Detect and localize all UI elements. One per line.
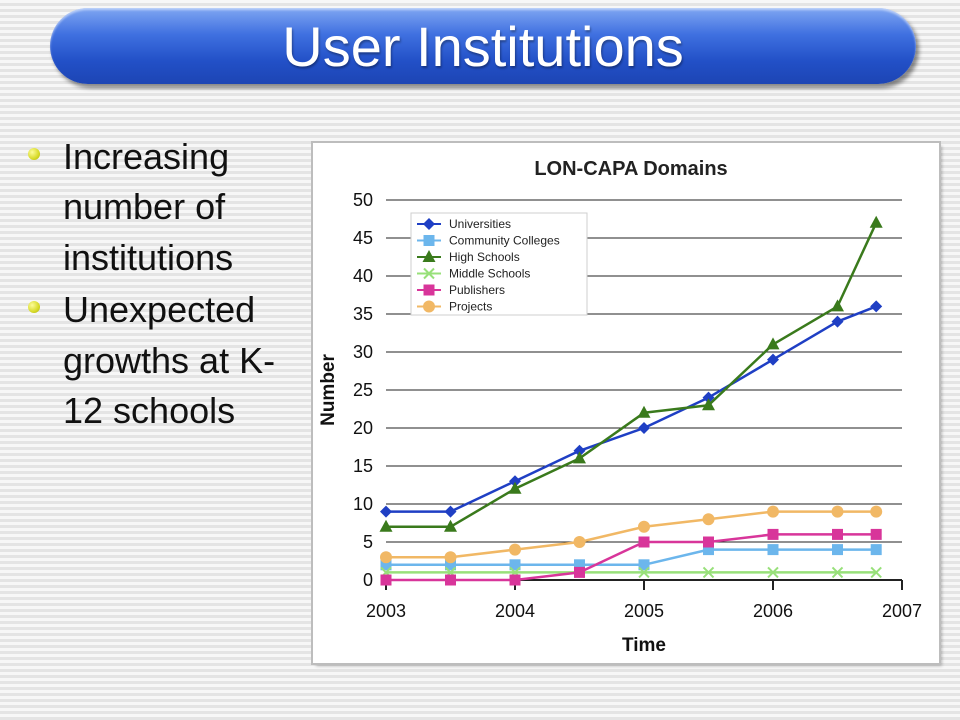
data-point-high-schools [831, 299, 844, 312]
y-tick-label: 5 [363, 532, 373, 552]
data-point-publishers [574, 566, 585, 578]
legend-label: High Schools [449, 250, 520, 264]
data-point-community-colleges [832, 544, 843, 556]
title-bar: User Institutions [50, 8, 916, 84]
bullet-item: Increasing number of institutions [28, 132, 308, 283]
data-point-high-schools [508, 481, 522, 494]
legend-label: Community Colleges [449, 234, 560, 248]
data-point-universities [638, 422, 650, 434]
legend-marker [423, 267, 435, 280]
y-tick-label: 0 [363, 570, 373, 590]
y-tick-label: 35 [353, 304, 373, 324]
bullet-list: Increasing number of institutions Unexpe… [28, 132, 308, 438]
data-point-publishers [380, 574, 392, 586]
data-point-projects [509, 543, 521, 556]
series-line-universities [386, 305, 877, 513]
data-point-high-schools [379, 519, 393, 532]
data-point-community-colleges [638, 559, 650, 571]
data-point-projects [831, 505, 844, 518]
data-point-community-colleges [380, 559, 392, 571]
data-point-publishers [703, 536, 714, 548]
data-point-high-schools [702, 398, 715, 411]
data-point-publishers [445, 574, 456, 586]
x-tick-label: 2003 [366, 601, 406, 621]
data-point-middle-schools [638, 566, 650, 579]
y-tick-label: 50 [353, 190, 373, 210]
legend-label: Publishers [449, 283, 505, 297]
data-point-publishers [638, 536, 650, 548]
data-point-high-schools [637, 405, 651, 418]
bullet-text: Unexpected growths at K-12 schools [63, 289, 276, 431]
legend-box [410, 212, 588, 316]
y-tick-label: 20 [353, 418, 373, 438]
legend-marker [423, 235, 435, 246]
data-point-universities [767, 353, 779, 366]
data-point-universities [831, 315, 844, 328]
legend-label: Projects [449, 300, 492, 314]
data-point-universities [702, 391, 715, 404]
legend-label: Middle Schools [449, 267, 530, 281]
data-point-projects [767, 505, 779, 518]
bullet-dot-icon [28, 301, 40, 314]
data-point-high-schools [869, 215, 883, 228]
y-tick-label: 45 [353, 228, 373, 248]
data-point-community-colleges [703, 544, 714, 556]
x-tick-label: 2004 [495, 601, 535, 621]
slide-title: User Institutions [282, 14, 684, 78]
data-point-high-schools [444, 519, 457, 532]
data-point-universities [380, 505, 392, 518]
x-axis-label: Time [622, 635, 666, 656]
data-point-universities [573, 444, 586, 457]
data-point-publishers [509, 574, 521, 586]
data-point-publishers [767, 528, 779, 540]
data-point-middle-schools [831, 566, 844, 579]
data-point-projects [573, 536, 586, 548]
data-point-community-colleges [574, 559, 585, 571]
bullet-item: Unexpected growths at K-12 schools [28, 285, 308, 436]
data-point-publishers [832, 528, 843, 540]
legend-marker [422, 250, 436, 262]
data-point-high-schools [573, 451, 586, 464]
y-axis-label: Number [318, 354, 339, 426]
x-tick-label: 2006 [753, 601, 793, 621]
data-point-projects [380, 551, 392, 564]
line-chart: LON-CAPA Domains 0 5 10 15 20 25 30 35 40 45 50 2003… [318, 158, 922, 656]
chart-panel: LON-CAPA Domains 0 5 10 15 20 25 30 35 40 45 50 2003… [313, 143, 939, 663]
y-tick-label: 40 [353, 266, 373, 286]
data-point-community-colleges [445, 559, 456, 571]
data-point-high-schools [766, 337, 780, 350]
chart-title: LON-CAPA Domains [534, 158, 727, 180]
x-tick-label: 2005 [624, 601, 664, 621]
legend-marker [423, 284, 435, 296]
data-point-universities [870, 300, 883, 313]
bullet-text: Increasing number of institutions [63, 136, 234, 278]
y-tick-label: 15 [353, 456, 373, 476]
data-point-projects [870, 505, 883, 518]
data-point-community-colleges [509, 559, 521, 571]
data-point-projects [444, 551, 457, 564]
y-tick-label: 25 [353, 380, 373, 400]
y-tick-label: 10 [353, 494, 373, 514]
bullet-dot-icon [28, 148, 40, 160]
legend-label: Universities [449, 217, 511, 231]
data-point-publishers [870, 528, 882, 540]
legend-marker [423, 218, 435, 230]
y-tick-label: 30 [353, 342, 373, 362]
data-point-middle-schools [767, 566, 779, 579]
data-point-middle-schools [870, 566, 882, 579]
data-point-universities [444, 505, 457, 518]
data-point-universities [509, 475, 521, 488]
data-point-projects [638, 520, 650, 533]
x-tick-label: 2007 [882, 601, 922, 621]
legend-marker [423, 300, 435, 313]
data-point-community-colleges [767, 544, 779, 556]
data-point-middle-schools [702, 566, 715, 579]
data-point-projects [702, 513, 715, 526]
data-point-community-colleges [870, 544, 882, 556]
